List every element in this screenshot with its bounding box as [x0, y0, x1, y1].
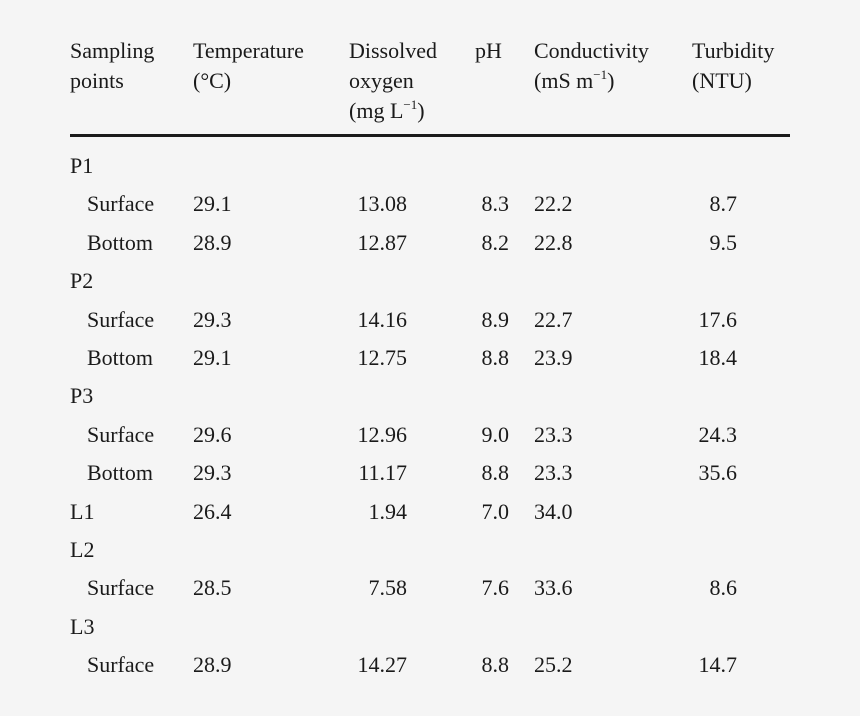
cell-depth-label: Surface — [87, 306, 155, 332]
header-sampling-line1: Sampling — [70, 38, 155, 63]
cell-conductivity: 22.7 — [534, 306, 573, 332]
cell-turbidity: 35.6 — [698, 460, 738, 486]
cell-temperature: 28.9 — [193, 229, 232, 255]
header-turbidity: Turbidity (NTU) — [692, 36, 774, 96]
header-turbidity-line1: Turbidity — [692, 38, 775, 63]
cell-ph: 7.6 — [481, 575, 510, 601]
cell-turbidity: 8.6 — [709, 575, 738, 601]
header-conductivity-close: ) — [607, 68, 615, 93]
header-dissolved-oxygen: Dissolved oxygen (mg L−1) — [349, 36, 437, 126]
cell-temperature: 28.9 — [193, 652, 232, 678]
cell-depth-label: Surface — [87, 421, 155, 447]
cell-ph: 8.3 — [481, 191, 510, 217]
cell-ph: 8.8 — [481, 460, 510, 486]
cell-conductivity: 23.3 — [534, 421, 573, 447]
cell-oxygen: 7.58 — [368, 575, 408, 601]
header-temperature: Temperature (°C) — [193, 36, 304, 96]
cell-sampling-point: P2 — [70, 268, 94, 294]
cell-temperature: 29.3 — [193, 306, 232, 332]
cell-conductivity: 22.2 — [534, 191, 573, 217]
cell-conductivity: 34.0 — [534, 498, 573, 524]
cell-depth-label: Bottom — [87, 345, 154, 370]
header-conductivity-line1: Conductivity — [534, 38, 649, 63]
header-conductivity-unit: (mS m — [534, 68, 594, 93]
cell-conductivity: 22.8 — [534, 229, 573, 255]
cell-ph: 8.2 — [481, 229, 510, 255]
header-ph-line1: pH — [475, 38, 502, 63]
header-temperature-line2: (°C) — [193, 68, 232, 93]
header-dissolved-unit: (mg L — [349, 98, 404, 123]
cell-temperature: 29.1 — [193, 345, 232, 370]
cell-depth-label: Surface — [87, 191, 155, 217]
cell-oxygen: 13.08 — [357, 191, 408, 217]
cell-temperature: 29.1 — [193, 191, 232, 217]
cell-ph: 8.9 — [481, 306, 510, 332]
cell-conductivity: 33.6 — [534, 575, 573, 601]
header-temperature-line1: Temperature — [193, 38, 304, 63]
header-turbidity-line2: (NTU) — [692, 68, 752, 93]
cell-oxygen: 12.96 — [357, 421, 408, 447]
header-dissolved-exponent: −1 — [403, 97, 418, 112]
header-conductivity-line2: (mS m−1) — [534, 66, 649, 96]
cell-sampling-point: P1 — [70, 153, 94, 178]
header-dissolved-line3: (mg L−1) — [349, 96, 437, 126]
header-dissolved-line2: oxygen — [349, 68, 414, 93]
header-ph: pH — [475, 36, 502, 66]
cell-sampling-point: L2 — [70, 537, 95, 562]
cell-temperature: 29.6 — [193, 421, 232, 447]
header-sampling-line2: points — [70, 68, 124, 93]
cell-depth-label: Bottom — [87, 460, 154, 486]
cell-depth-label: Bottom — [87, 229, 154, 255]
cell-oxygen: 1.94 — [368, 498, 408, 524]
cell-conductivity: 23.3 — [534, 460, 573, 486]
cell-turbidity: 18.4 — [698, 345, 738, 370]
cell-temperature: 26.4 — [193, 498, 232, 524]
cell-oxygen: 12.87 — [357, 229, 408, 255]
cell-turbidity: 24.3 — [698, 421, 738, 447]
header-conductivity-exponent: −1 — [593, 67, 608, 82]
cell-turbidity: 9.5 — [709, 229, 738, 255]
cell-turbidity: 17.6 — [698, 306, 738, 332]
cell-sampling-point: L1 — [70, 498, 95, 524]
cell-sampling-point: L3 — [70, 613, 95, 639]
cell-conductivity: 25.2 — [534, 652, 573, 678]
header-rule — [70, 134, 790, 137]
cell-oxygen: 12.75 — [357, 345, 408, 370]
cell-ph: 8.8 — [481, 345, 510, 370]
cell-turbidity: 8.7 — [709, 191, 738, 217]
header-dissolved-close: ) — [417, 98, 425, 123]
cell-oxygen: 14.16 — [357, 306, 408, 332]
cell-depth-label: Surface — [87, 652, 155, 678]
cell-ph: 7.0 — [481, 498, 510, 524]
cell-oxygen: 11.17 — [358, 460, 407, 486]
cell-ph: 9.0 — [481, 421, 510, 447]
cell-depth-label: Surface — [87, 575, 155, 601]
cell-ph: 8.8 — [481, 652, 510, 678]
cell-temperature: 29.3 — [193, 460, 232, 486]
header-dissolved-line1: Dissolved — [349, 38, 437, 63]
cell-temperature: 28.5 — [193, 575, 232, 601]
cell-turbidity: 14.7 — [698, 652, 738, 678]
cell-oxygen: 14.27 — [357, 652, 408, 678]
header-conductivity: Conductivity (mS m−1) — [534, 36, 649, 96]
cell-sampling-point: P3 — [70, 383, 94, 409]
cell-conductivity: 23.9 — [534, 345, 573, 370]
header-sampling-points: Sampling points — [70, 36, 154, 96]
